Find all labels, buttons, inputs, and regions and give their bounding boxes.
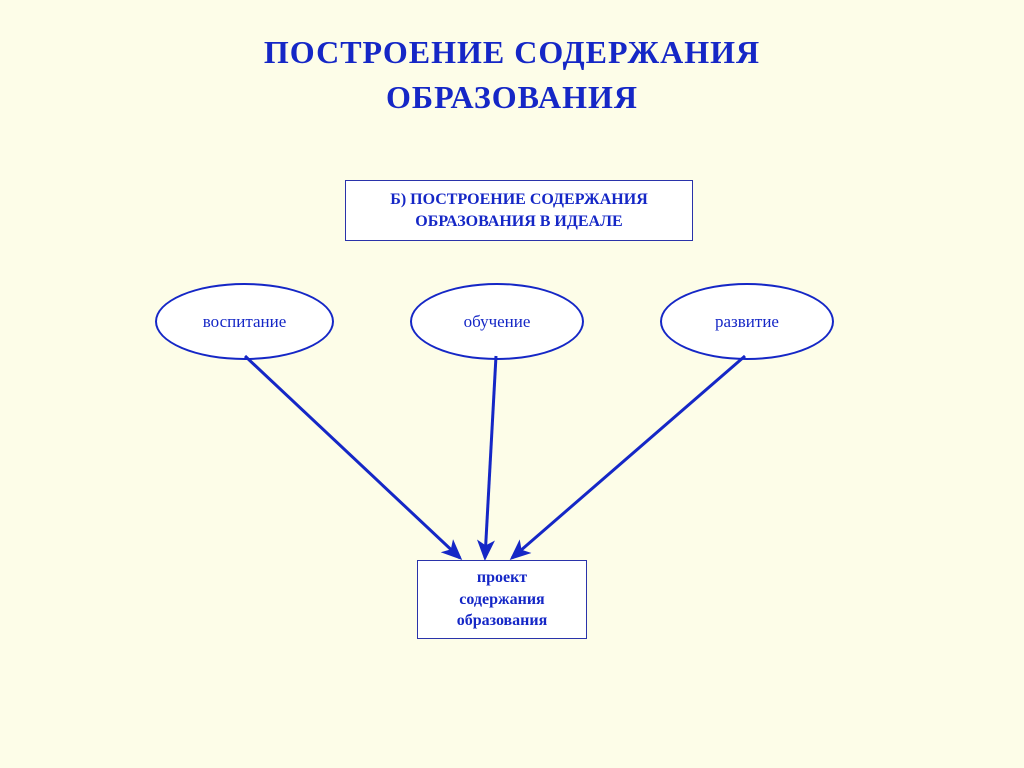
target-line1: проект: [477, 569, 527, 586]
target-box: проект содержания образования: [417, 560, 587, 639]
ellipse-label: обучение: [464, 312, 531, 332]
ellipse-label: воспитание: [203, 312, 287, 332]
subtitle-box: Б) ПОСТРОЕНИЕ СОДЕРЖАНИЯ ОБРАЗОВАНИЯ В И…: [345, 180, 693, 241]
target-line3: образования: [457, 612, 548, 629]
title-line1: ПОСТРОЕНИЕ СОДЕРЖАНИЯ: [264, 34, 760, 70]
target-line2: содержания: [459, 591, 544, 608]
subtitle-line2: ОБРАЗОВАНИЯ В ИДЕАЛЕ: [415, 213, 622, 230]
title-line2: ОБРАЗОВАНИЯ: [386, 79, 638, 115]
ellipse-razvitie: развитие: [660, 283, 834, 360]
subtitle-line1: Б) ПОСТРОЕНИЕ СОДЕРЖАНИЯ: [390, 191, 648, 208]
ellipse-vospitanie: воспитание: [155, 283, 334, 360]
ellipse-obuchenie: обучение: [410, 283, 584, 360]
ellipse-label: развитие: [715, 312, 779, 332]
slide-title: ПОСТРОЕНИЕ СОДЕРЖАНИЯ ОБРАЗОВАНИЯ: [0, 0, 1024, 120]
